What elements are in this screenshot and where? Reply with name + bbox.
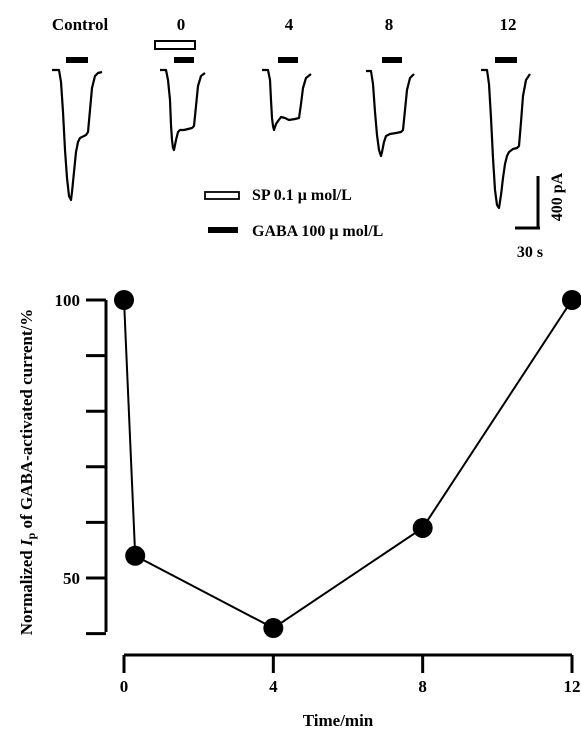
trace-0: [160, 68, 206, 152]
gaba-bar-0: [174, 57, 194, 63]
data-point-3: [412, 517, 433, 538]
data-point-1: [125, 545, 146, 566]
y-axis-label-post: of GABA-activated current/%: [17, 309, 36, 533]
condition-label-0: 0: [177, 15, 186, 34]
x-tick-label-0: 0: [120, 677, 129, 696]
x-ticks: 0 4 8 12: [120, 655, 581, 696]
y-ticks: 50 100: [55, 291, 106, 636]
series-group: [114, 290, 581, 639]
x-tick-label-8: 8: [418, 677, 427, 696]
condition-label-12: 12: [500, 15, 517, 34]
legend-gaba-label: GABA 100 μ mol/L: [252, 223, 383, 240]
data-point-2: [263, 618, 284, 639]
series-line-0: [123, 299, 573, 630]
gaba-bar-4: [278, 57, 298, 63]
y-axis-label-italic: I: [17, 538, 36, 547]
trace-8: [366, 69, 415, 158]
trace-4: [262, 68, 312, 132]
sp-application-bar: [154, 40, 196, 50]
traces-panel: Control 0 4 8 12 SP 0.1 μ mol/L GABA 100…: [52, 15, 566, 261]
condition-label-control: Control: [52, 15, 109, 34]
y-axis-label: Normalized Ip of GABA-activated current/…: [17, 309, 38, 636]
x-tick-label-12: 12: [564, 677, 581, 696]
legend-sp-swatch: [204, 191, 240, 200]
gaba-bar-8: [382, 57, 402, 63]
condition-label-8: 8: [385, 15, 394, 34]
y-tick-label-100: 100: [55, 291, 81, 310]
gaba-bar-12: [495, 57, 517, 63]
y-tick-label-50: 50: [63, 569, 80, 588]
line-chart: 50 100 0 4 8 12 Time/min Normalized Ip of GA…: [17, 290, 581, 730]
y-axis-label-pre: Normalized: [17, 546, 36, 635]
y-axis-label-sub: p: [24, 532, 38, 539]
legend-sp-label: SP 0.1 μ mol/L: [252, 187, 352, 204]
trace-control: [52, 68, 103, 202]
trace-12: [481, 68, 531, 210]
legend-gaba-swatch: [208, 227, 238, 233]
scale-current-label: 400 pA: [549, 172, 566, 221]
x-axis-label: Time/min: [303, 711, 374, 730]
x-tick-label-4: 4: [269, 677, 278, 696]
data-point-0: [114, 290, 134, 310]
gaba-bar-control: [66, 57, 88, 63]
data-point-4: [562, 290, 581, 310]
condition-label-4: 4: [285, 15, 294, 34]
scale-time-label: 30 s: [517, 244, 543, 261]
